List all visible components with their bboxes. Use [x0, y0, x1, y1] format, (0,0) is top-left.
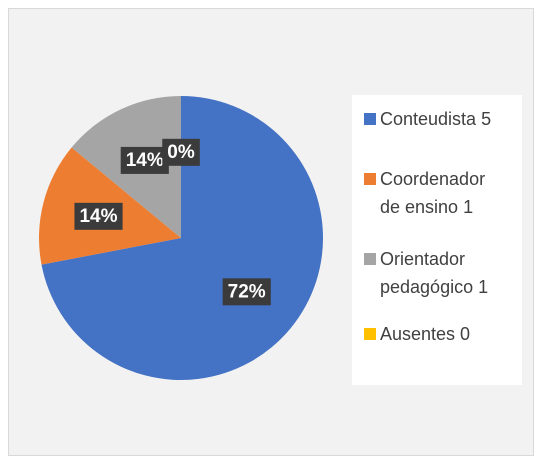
- data-label: 14%: [120, 146, 169, 174]
- legend-label: Conteudista 5: [380, 109, 492, 129]
- data-label: 72%: [222, 278, 271, 306]
- legend-swatch: [364, 173, 376, 185]
- data-label-box: [222, 278, 271, 306]
- legend-label: Coordenador de ensino 1: [380, 169, 486, 217]
- data-label-box: [74, 202, 123, 230]
- data-label-box: [162, 138, 200, 166]
- data-label-box: [120, 146, 169, 174]
- legend-swatch: [364, 253, 376, 265]
- data-label-text: 14%: [79, 206, 117, 227]
- legend-swatch: [364, 113, 376, 125]
- legend: Conteudista 5 Coordenador de ensino 1 Orie…: [352, 95, 522, 385]
- data-label-text: 72%: [228, 281, 266, 302]
- data-label: 0%: [162, 138, 200, 166]
- legend-entry: Ausentes 0: [364, 320, 502, 348]
- legend-entry: Coordenador de ensino 1: [364, 165, 502, 221]
- legend-entry: Conteudista 5: [364, 105, 502, 133]
- legend-entry: Orientador pedagógico 1: [364, 245, 502, 301]
- data-label-text: 0%: [167, 142, 195, 163]
- legend-swatch: [364, 328, 376, 340]
- data-label-text: 14%: [126, 150, 164, 171]
- pie-slice: [41, 96, 323, 381]
- legend-label: Orientador pedagógico 1: [380, 249, 489, 297]
- data-label: 14%: [74, 202, 123, 230]
- legend-label: Ausentes 0: [380, 324, 471, 344]
